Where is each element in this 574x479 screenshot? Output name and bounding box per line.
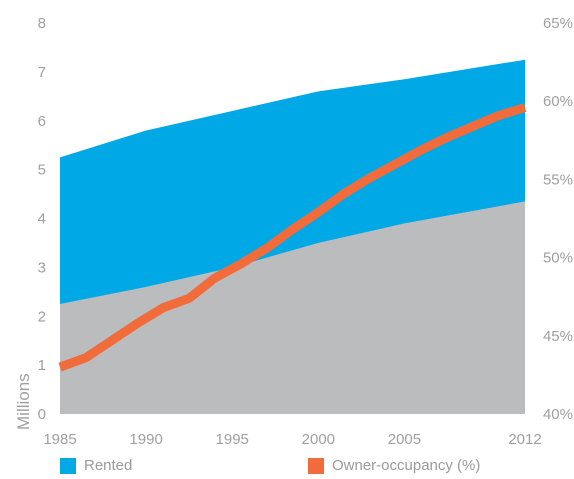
x-tick-label: 2000	[302, 431, 335, 448]
x-tick-label: 1990	[129, 431, 162, 448]
legend-item-rented: Rented	[60, 457, 132, 474]
right-tick-label: 60%	[543, 93, 573, 110]
line-owner-occupancy	[58, 103, 527, 372]
legend-swatch-rented	[60, 457, 76, 474]
x-ticks: 1985 1990 1995 2000 2005 2012	[43, 431, 541, 448]
right-tick-label: 65%	[543, 15, 573, 32]
left-tick-label: 7	[38, 64, 46, 81]
left-tick-label: 6	[38, 113, 46, 130]
legend-item-owner-occupancy: Owner-occupancy (%)	[308, 457, 480, 474]
left-tick-label: 4	[38, 211, 46, 228]
left-tick-label: 5	[38, 162, 46, 179]
area-series-1	[60, 201, 525, 414]
legend-swatch-owner-occupancy	[308, 457, 324, 474]
left-tick-label: 0	[38, 406, 46, 423]
left-tick-label: 3	[38, 259, 46, 276]
legend-label-owner-occupancy: Owner-occupancy (%)	[332, 457, 481, 474]
x-tick-label: 2012	[508, 431, 541, 448]
x-tick-label: 2005	[388, 431, 421, 448]
right-tick-label: 50%	[543, 250, 573, 267]
right-tick-label: 40%	[543, 406, 573, 423]
left-tick-label: 8	[38, 15, 46, 32]
areas-layer	[60, 59, 525, 414]
right-tick-label: 45%	[543, 328, 573, 345]
left-tick-label: 1	[38, 357, 46, 374]
right-tick-label: 55%	[543, 171, 573, 188]
legend-label-rented: Rented	[84, 457, 133, 474]
x-tick-label: 1995	[216, 431, 249, 448]
right-ticks: 40% 45% 50% 55% 60% 65%	[543, 15, 573, 423]
x-tick-label: 1985	[43, 431, 76, 448]
lines-layer	[58, 103, 527, 372]
left-tick-label: 2	[38, 308, 46, 325]
y-axis-title: Millions	[14, 373, 33, 430]
left-ticks: 0 1 2 3 4 5 6 7 8	[38, 15, 46, 423]
